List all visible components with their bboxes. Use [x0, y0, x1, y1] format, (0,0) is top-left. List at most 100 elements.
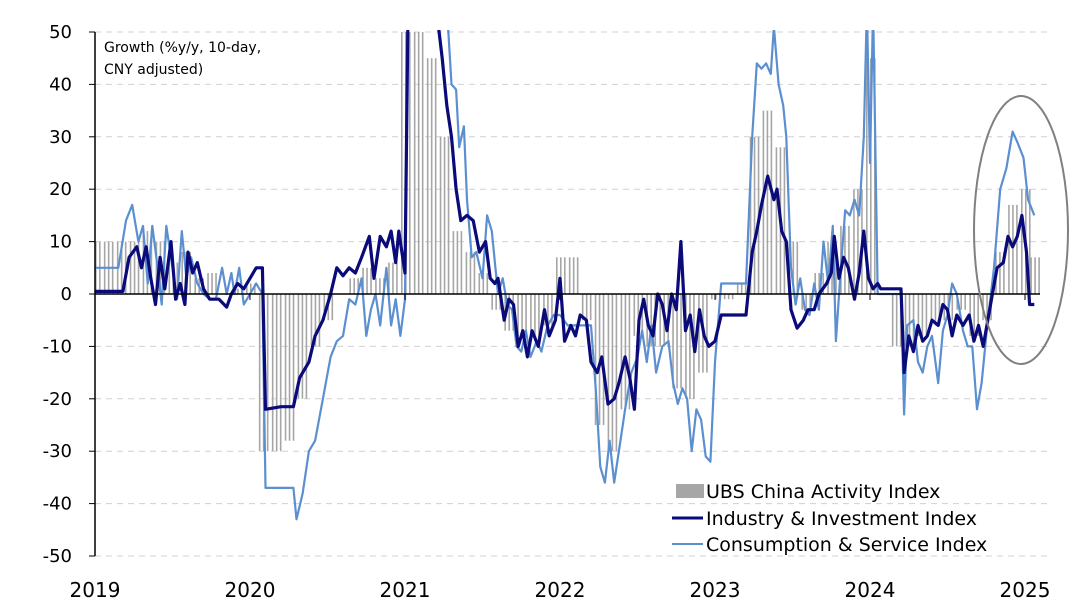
- bar-stripe: [857, 189, 859, 294]
- bar-stripe: [1038, 257, 1040, 294]
- bar-stripe: [589, 294, 592, 321]
- x-tick-label: 2023: [690, 578, 741, 602]
- bar-stripe: [551, 294, 553, 326]
- y-tick-label: 30: [49, 127, 72, 148]
- bar-stripe: [284, 294, 287, 441]
- bar-stripe: [917, 294, 920, 336]
- bar-stripe: [409, 32, 411, 294]
- bar-stripe: [783, 147, 786, 294]
- bar-stripe: [176, 262, 179, 294]
- bar-stripe: [796, 241, 799, 294]
- y-tick-label: -10: [43, 336, 72, 357]
- bar-stripe: [650, 294, 652, 347]
- bar-stripe: [508, 294, 510, 331]
- bar-stripe: [357, 278, 359, 294]
- bar-stripe: [194, 278, 196, 294]
- bar-stripe: [740, 283, 743, 294]
- bar-stripe: [469, 252, 472, 294]
- bar-stripe: [1012, 204, 1014, 294]
- bar-stripe: [680, 294, 682, 389]
- legend-label-industry: Industry & Investment Index: [706, 508, 977, 530]
- bar: [1030, 257, 1040, 294]
- bar-stripe: [689, 294, 691, 399]
- bar-stripe: [870, 58, 872, 295]
- line-industry-investment: [95, 30, 1035, 411]
- bar-stripe: [822, 273, 824, 294]
- bar: [917, 294, 928, 336]
- bar-stripe: [473, 252, 476, 294]
- bar: [129, 241, 140, 294]
- bar-stripe: [930, 294, 933, 326]
- bar: [517, 294, 527, 336]
- bar-stripe: [999, 252, 1001, 294]
- bar-stripe: [921, 294, 924, 336]
- bar-stripe: [977, 294, 979, 336]
- bar-stripe: [615, 294, 618, 452]
- bar: [723, 294, 734, 300]
- bar-stripe: [835, 241, 837, 294]
- bar-stripe: [478, 273, 481, 294]
- bar-stripe: [891, 294, 894, 347]
- bar-stripe: [426, 58, 429, 295]
- bar: [413, 32, 424, 294]
- bar-stripe: [775, 147, 778, 294]
- bar-stripe: [211, 273, 213, 294]
- bar-stripe: [581, 294, 584, 321]
- bar-stripe: [576, 257, 579, 294]
- bar-stripe: [314, 294, 317, 347]
- bar-stripe: [848, 225, 850, 294]
- bar-stripe: [310, 294, 313, 347]
- bar-stripe: [938, 294, 941, 326]
- bar-stripe: [388, 262, 390, 294]
- bar-stripe: [547, 294, 549, 326]
- bar-stripe: [392, 262, 394, 294]
- bar-stripe: [1003, 252, 1005, 294]
- bar-stripe: [715, 294, 717, 300]
- bar-stripe: [1008, 204, 1010, 294]
- bar-stripe: [727, 294, 730, 300]
- bar-stripe: [698, 294, 700, 373]
- bar: [930, 294, 941, 326]
- bar-stripe: [792, 241, 795, 294]
- bar: [246, 283, 256, 294]
- bar-stripe: [818, 273, 820, 294]
- bar: [284, 294, 295, 441]
- bar-stripe: [417, 32, 420, 294]
- bar-stripe: [396, 262, 398, 294]
- bar: [426, 58, 437, 295]
- bar-stripe: [495, 294, 497, 310]
- bar-stripe: [538, 294, 540, 342]
- bar-stripe: [353, 278, 355, 294]
- bar-stripe: [297, 294, 300, 399]
- bar-stripe: [525, 294, 527, 336]
- bar-stripe: [379, 278, 381, 294]
- bar: [581, 294, 592, 321]
- x-tick-label: 2024: [845, 578, 896, 602]
- x-tick-label: 2019: [70, 578, 121, 602]
- bar-stripe: [271, 294, 274, 452]
- bar-stripe: [530, 294, 532, 342]
- bar-stripe: [237, 288, 239, 294]
- bar-stripe: [275, 294, 278, 452]
- bar-stripe: [723, 294, 726, 300]
- bar-stripe: [168, 262, 171, 294]
- bar-stripe: [258, 294, 261, 452]
- bar-stripe: [465, 252, 468, 294]
- bar-stripe: [744, 283, 747, 294]
- bar-stripe: [430, 58, 433, 295]
- x-tick-label: 2021: [380, 578, 431, 602]
- bar-stripe: [706, 294, 708, 373]
- x-tick-label: 2025: [1000, 578, 1051, 602]
- bar-stripe: [866, 58, 868, 295]
- bar-stripe: [534, 294, 536, 342]
- bar-stripe: [973, 294, 975, 336]
- bar: [607, 294, 618, 452]
- bar-stripe: [753, 136, 756, 294]
- bar-stripe: [637, 294, 640, 336]
- bar: [762, 110, 773, 294]
- bar-stripe: [434, 58, 437, 295]
- bar-stripe: [624, 294, 627, 410]
- bar: [207, 273, 217, 294]
- bar-stripe: [443, 136, 446, 294]
